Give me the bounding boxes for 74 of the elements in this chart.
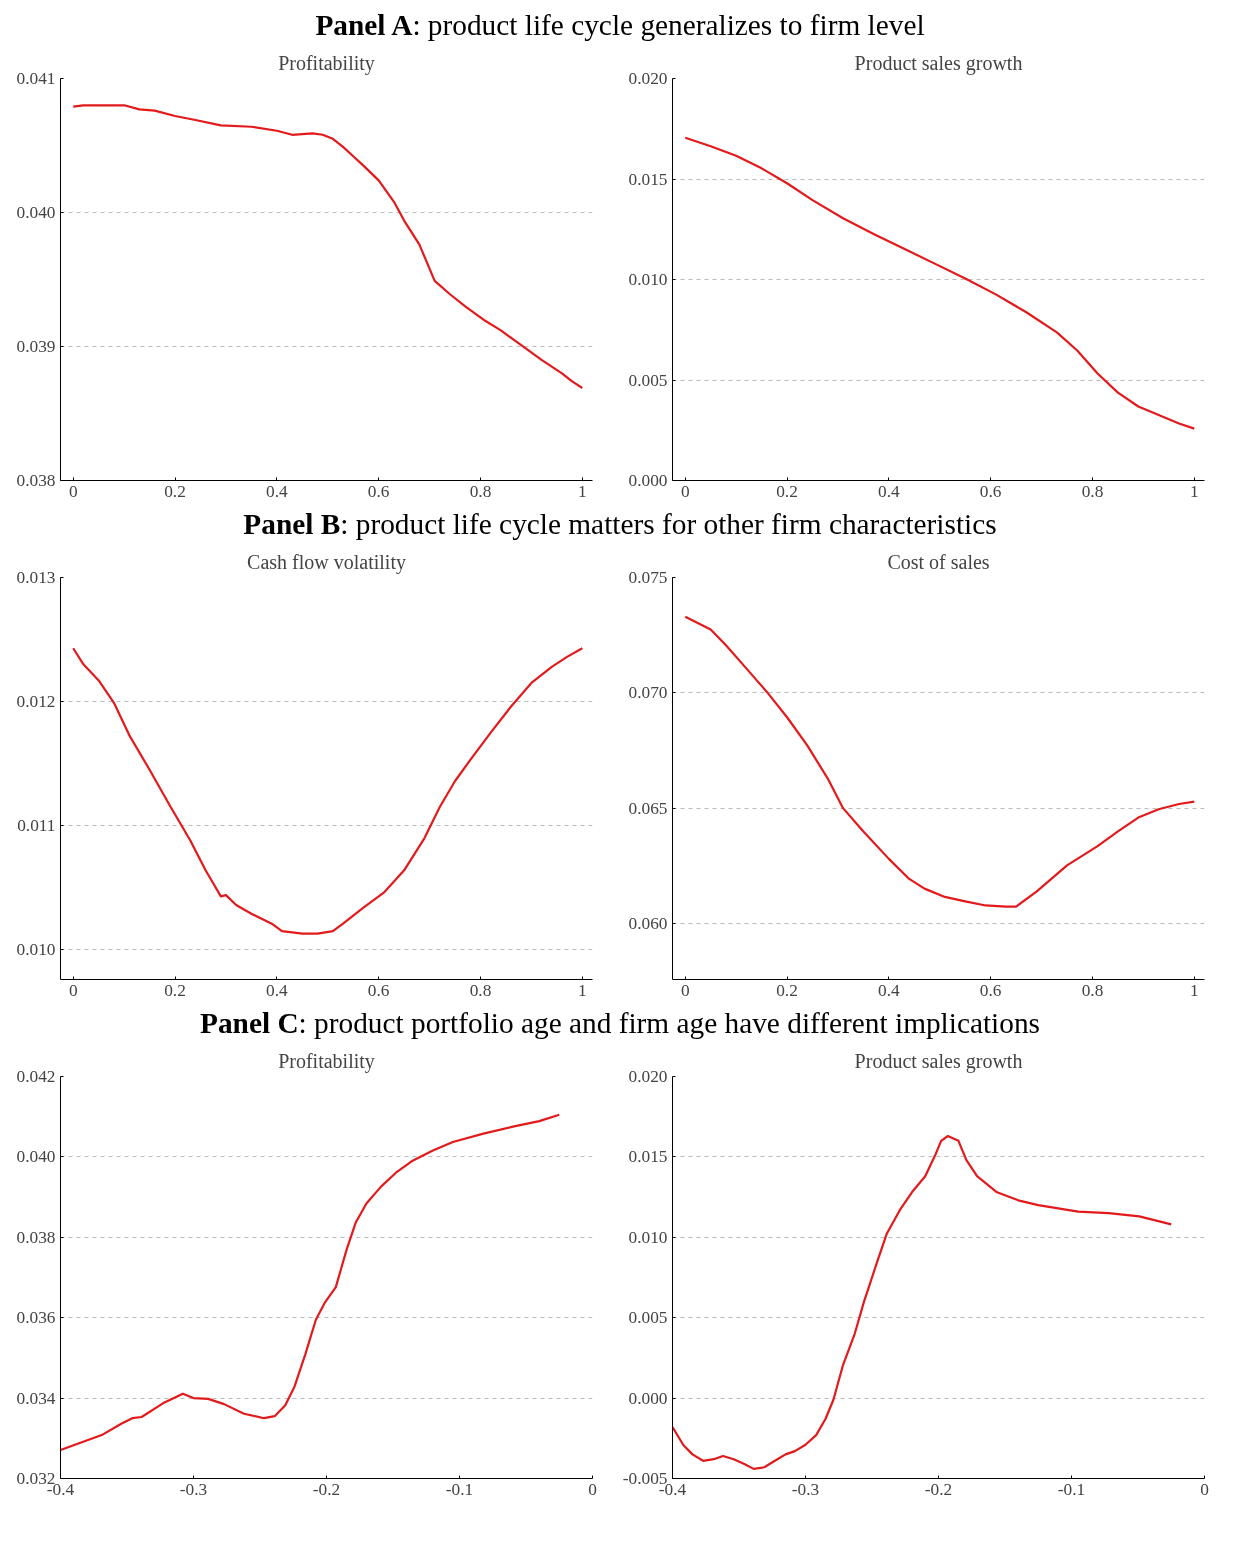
x-tick-label: 0 [680, 980, 690, 1000]
x-tick-label: 0.2 [776, 980, 798, 1000]
x-tick-label: 1 [577, 980, 587, 1000]
y-tick-label: 0.039 [16, 337, 56, 356]
x-tick-label: 1 [1189, 980, 1199, 1000]
x-tick-label: 0.8 [469, 980, 492, 1000]
x-tick-label: 1 [1189, 481, 1199, 501]
x-tick-label: 0.8 [469, 481, 492, 501]
x-tick-label: 0.4 [878, 980, 901, 1000]
y-tick-label: 0.020 [628, 1067, 668, 1086]
chart-title: Cost of sales [887, 550, 990, 573]
x-tick-label: 0.6 [367, 980, 390, 1000]
line-series [684, 615, 1196, 908]
x-tick-label: 0.2 [164, 481, 186, 501]
y-tick-label: 0.075 [628, 568, 668, 587]
line-series [72, 104, 584, 390]
x-tick-label: -0.1 [445, 1479, 474, 1499]
y-tick-label: 0.013 [16, 568, 56, 587]
x-tick-label: 0.2 [776, 481, 798, 501]
x-tick-label: 0.6 [367, 481, 390, 501]
y-tick-label: 0.041 [16, 69, 56, 88]
x-tick-label: 0.4 [266, 980, 289, 1000]
chart-title: Profitability [278, 51, 375, 75]
chart-title: Product sales growth [854, 1049, 1023, 1073]
line-series [60, 1113, 561, 1452]
x-tick-label: 0 [1200, 1479, 1209, 1499]
text: Panel A: product life cycle generalizes to firm level [314, 8, 926, 43]
x-tick-label: 0 [588, 1479, 597, 1499]
y-tick-label: 0.020 [628, 69, 668, 88]
x-tick-label: 0 [68, 481, 78, 501]
y-tick-label: 0.010 [628, 1227, 668, 1247]
line-series [72, 647, 584, 935]
y-tick-label: 0.010 [16, 940, 56, 960]
x-tick-label: 0.2 [164, 980, 186, 1000]
line-series [684, 136, 1196, 430]
x-tick-label: 0.6 [979, 481, 1002, 501]
y-tick-label: 0.060 [628, 913, 668, 933]
chart-title: Product sales growth [854, 51, 1023, 75]
y-tick-label: 0.038 [16, 471, 56, 490]
y-tick-label: 0.040 [16, 1147, 56, 1167]
x-tick-label: -0.3 [179, 1479, 208, 1499]
y-tick-label: 0.038 [16, 1227, 56, 1247]
y-tick-label: 0.015 [628, 169, 668, 189]
y-tick-label: 0.042 [16, 1067, 56, 1086]
x-tick-label: -0.3 [791, 1479, 820, 1499]
y-tick-label: 0.005 [628, 370, 668, 390]
text: Panel B: product life cycle matters for other firm characteristics [242, 507, 998, 542]
chart-title: Profitability [278, 1049, 375, 1073]
y-tick-label: 0.005 [628, 1308, 668, 1328]
line-series [672, 1134, 1173, 1470]
x-tick-label: 0 [680, 481, 690, 501]
x-tick-label: 1 [577, 481, 587, 501]
text: Panel C: product portfolio age and firm age have different implications [199, 1006, 1041, 1041]
y-tick-label: 0.012 [16, 692, 56, 712]
x-tick-label: 0.6 [979, 980, 1002, 1000]
x-tick-label: 0.8 [1081, 481, 1104, 501]
x-tick-label: 0 [68, 980, 78, 1000]
y-tick-label: 0.065 [628, 798, 668, 818]
y-tick-label: 0.000 [628, 471, 668, 490]
y-tick-label: 0.000 [628, 1388, 668, 1408]
y-tick-label: 0.036 [16, 1308, 56, 1328]
y-tick-label: 0.011 [17, 816, 56, 836]
y-tick-label: 0.015 [628, 1147, 668, 1167]
x-tick-label: -0.2 [924, 1479, 953, 1499]
chart-title: Cash flow volatility [247, 550, 406, 574]
y-tick-label: 0.034 [16, 1388, 56, 1408]
y-tick-label: 0.040 [16, 203, 56, 222]
y-tick-label: 0.010 [628, 270, 668, 289]
x-tick-label: 0.8 [1081, 980, 1104, 1000]
y-tick-label: 0.070 [628, 683, 668, 703]
x-tick-label: -0.1 [1057, 1479, 1086, 1499]
x-tick-label: -0.2 [312, 1479, 341, 1499]
x-tick-label: 0.4 [266, 481, 289, 501]
x-tick-label: 0.4 [878, 481, 901, 501]
